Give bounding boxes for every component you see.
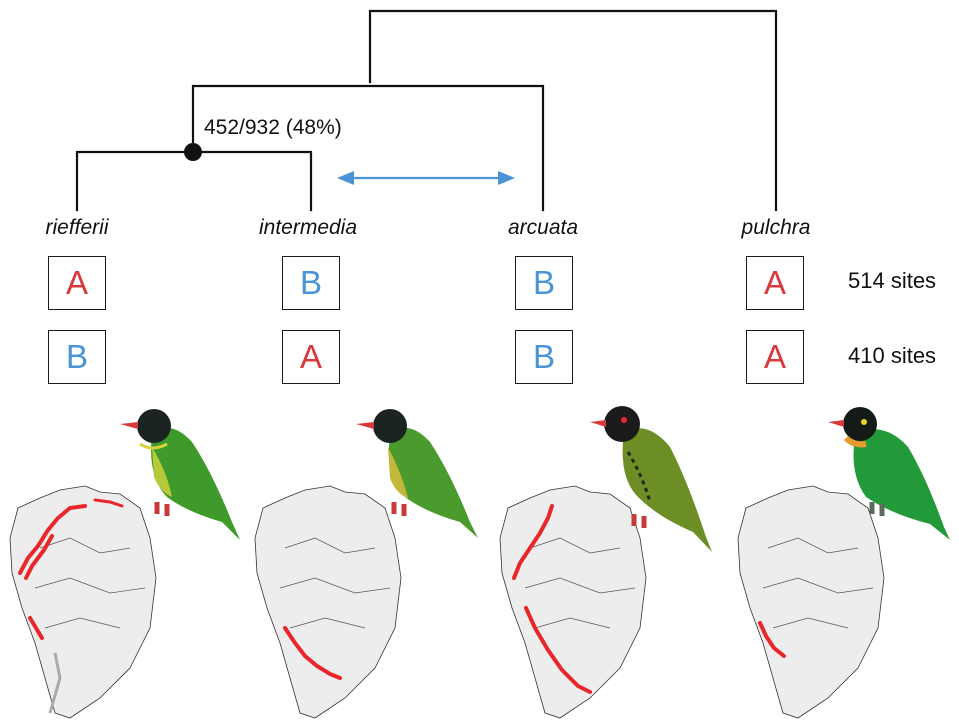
taxon-name-pulchra: pulchra [741,216,811,239]
tree-branch-inner [191,84,545,212]
range-highlight [758,621,786,658]
allele-box: A [48,256,106,310]
double-headed-arrow [337,171,515,185]
bird-illustration-pulchra [828,407,950,540]
allele-box: B [515,256,573,310]
bird-illustration-intermedia [356,409,478,538]
node-support-label: 452/932 (48%) [204,116,342,139]
range-highlight [512,504,592,694]
range-map-pulchra [737,485,885,719]
allele-box: B [515,330,573,384]
range-map-arcuata [499,485,647,719]
allele-box: B [48,330,106,384]
range-map-intermedia [254,485,402,719]
range-highlight [18,504,87,640]
range-map-riefferii [9,485,157,719]
taxon-name-arcuata: arcuata [507,216,579,239]
taxon-name-intermedia: intermedia [258,216,358,239]
allele-box: B [282,256,340,310]
tree-branch-root [368,9,778,212]
tree-node-dot [184,143,202,161]
allele-box: A [746,330,804,384]
allele-box: A [282,330,340,384]
sites-count-label: 514 sites [848,268,937,293]
range-highlight [283,626,342,680]
sites-count-label: 410 sites [848,343,937,368]
bird-illustration-arcuata [590,406,712,552]
allele-box: A [746,256,804,310]
bird-illustration-riefferii [120,409,240,540]
taxon-name-riefferii: riefferii [45,216,109,239]
phylogenetic-tree [75,9,778,212]
